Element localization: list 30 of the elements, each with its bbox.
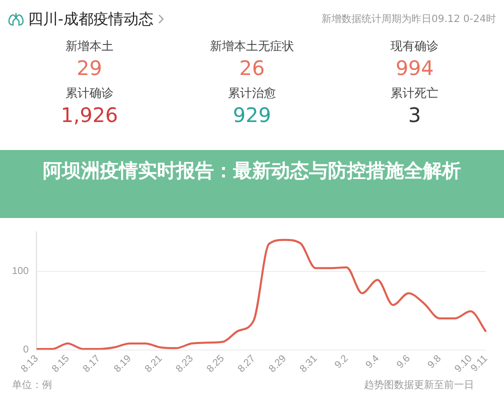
x-tick-label: 8.31: [298, 352, 320, 375]
y-tick-label: 100: [12, 266, 30, 277]
text: 四川-成都疫情动态: [28, 10, 154, 28]
x-tick-label: 8.29: [267, 352, 289, 375]
text: 新增本土: [64, 38, 114, 55]
x-tick-label: 9.4: [364, 352, 382, 371]
line-series: [36, 238, 487, 350]
x-tick-label: 9.6: [394, 352, 413, 371]
x-tick-label: 8.23: [174, 352, 196, 375]
x-tick-label: 8.21: [143, 352, 166, 375]
text: 3: [407, 102, 422, 128]
x-tick-label: 8.19: [112, 352, 134, 375]
text: 累计确诊: [64, 85, 114, 102]
text: 994: [394, 55, 435, 81]
text: 累计治愈: [226, 85, 277, 102]
chart-title: 阿坝洲疫情实时报告：最新动态与防控措施全解析: [0, 150, 504, 218]
text: 新增数据统计周期为昨日09.12 0-24时: [321, 12, 496, 26]
y-tick-label: 0: [23, 344, 30, 356]
text: 26: [238, 55, 266, 81]
text: 现有确诊: [390, 38, 440, 55]
text: 929: [232, 102, 272, 128]
text: 累计死亡: [390, 85, 440, 102]
text: 29: [76, 55, 104, 81]
text: 单位：例: [12, 378, 52, 392]
text: 1,926: [60, 102, 119, 128]
x-tick-label: 9.2: [333, 352, 351, 371]
text: 新增本土无症状: [208, 38, 295, 55]
x-tick-label: 9.8: [426, 352, 444, 371]
x-tick-label: 8.13: [19, 352, 42, 375]
text: 趋势图数据更新至前一日: [364, 378, 474, 392]
